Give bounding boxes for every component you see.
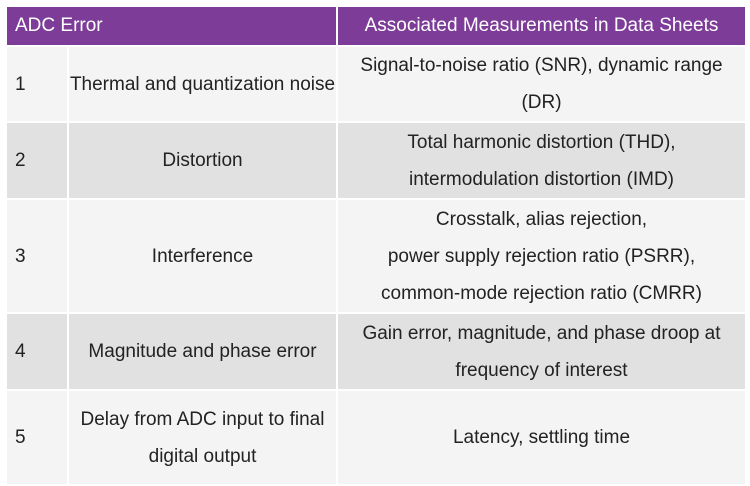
measurement-text: Gain error, magnitude, and phase droop a… <box>362 322 721 344</box>
measurement-text: Total harmonic distortion (THD), <box>407 131 676 153</box>
error-cell: Magnitude and phase error <box>67 312 338 391</box>
table-row: 1 Thermal and quantization noise Signal-… <box>5 45 747 123</box>
header-associated-measurements: Associated Measurements in Data Sheets <box>336 5 747 47</box>
error-cell: Distortion <box>67 121 338 200</box>
table-row: 5 Delay from ADC input to final digital … <box>5 389 747 486</box>
error-text: Thermal and quantization noise <box>69 73 336 95</box>
table-header-row: ADC Error Associated Measurements in Dat… <box>5 5 747 47</box>
measurement-cell: Signal-to-noise ratio (SNR), dynamic ran… <box>336 45 747 123</box>
row-number: 3 <box>5 198 69 314</box>
measurement-cell: Latency, settling time <box>336 389 747 486</box>
measurement-text: common-mode rejection ratio (CMRR) <box>381 282 702 304</box>
measurement-text: Crosstalk, alias rejection, <box>435 208 648 230</box>
measurement-text: intermodulation distortion (IMD) <box>408 168 675 190</box>
header-adc-error: ADC Error <box>5 5 338 47</box>
table-row: 4 Magnitude and phase error Gain error, … <box>5 312 747 391</box>
error-cell: Delay from ADC input to final digital ou… <box>67 389 338 486</box>
adc-error-table-container: ADC Error Associated Measurements in Dat… <box>5 5 747 486</box>
error-cell: Thermal and quantization noise <box>67 45 338 123</box>
table-row: 2 Distortion Total harmonic distortion (… <box>5 121 747 200</box>
row-number: 5 <box>5 389 69 486</box>
measurement-cell: Crosstalk, alias rejection, power supply… <box>336 198 747 314</box>
measurement-text: Signal-to-noise ratio (SNR), dynamic ran… <box>360 55 723 113</box>
adc-error-table: ADC Error Associated Measurements in Dat… <box>5 5 747 486</box>
measurement-cell: Total harmonic distortion (THD), intermo… <box>336 121 747 200</box>
error-text: Delay from ADC input to final <box>80 408 325 430</box>
measurement-text: frequency of interest <box>455 359 628 381</box>
measurement-text: power supply rejection ratio (PSRR), <box>387 245 696 267</box>
error-text: Magnitude and phase error <box>88 341 317 362</box>
error-text: Interference <box>151 245 254 267</box>
error-cell: Interference <box>67 198 338 314</box>
error-text: Distortion <box>162 150 243 171</box>
row-number: 4 <box>5 312 69 391</box>
measurement-text: Latency, settling time <box>452 427 631 448</box>
table-row: 3 Interference Crosstalk, alias rejectio… <box>5 198 747 314</box>
measurement-cell: Gain error, magnitude, and phase droop a… <box>336 312 747 391</box>
row-number: 1 <box>5 45 69 123</box>
row-number: 2 <box>5 121 69 200</box>
error-text: digital output <box>148 445 257 467</box>
